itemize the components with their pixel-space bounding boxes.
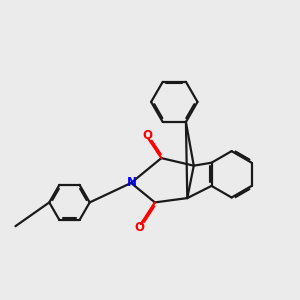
Text: O: O [143,129,153,142]
Text: N: N [127,176,137,190]
Text: O: O [134,221,144,234]
